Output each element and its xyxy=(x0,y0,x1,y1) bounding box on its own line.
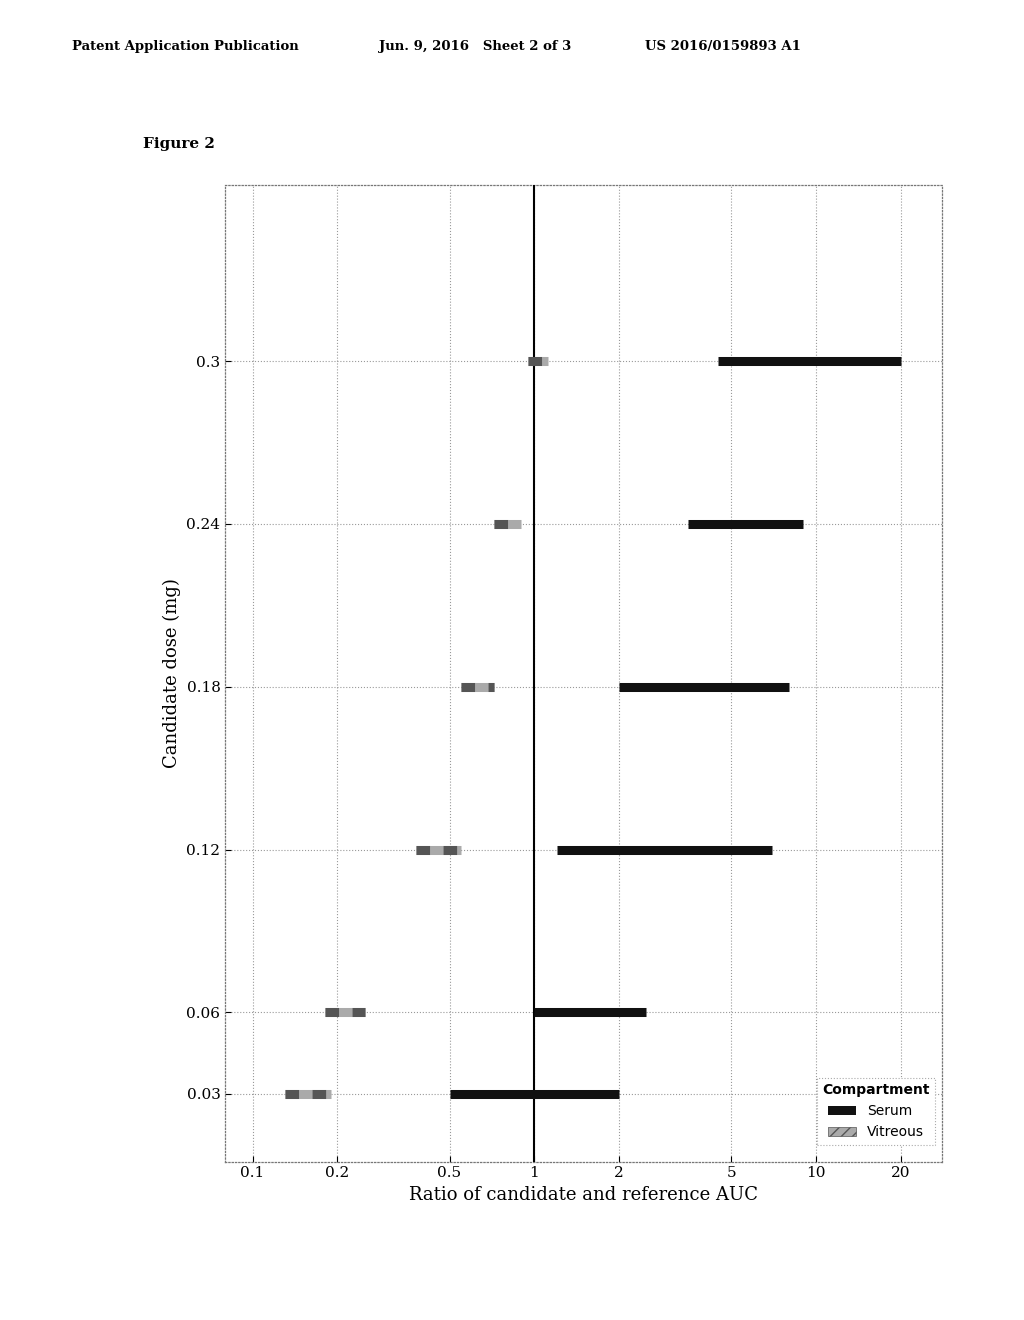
Text: Figure 2: Figure 2 xyxy=(143,137,215,150)
Legend: Serum, Vitreous: Serum, Vitreous xyxy=(816,1078,935,1144)
X-axis label: Ratio of candidate and reference AUC: Ratio of candidate and reference AUC xyxy=(410,1185,758,1204)
Text: Patent Application Publication: Patent Application Publication xyxy=(72,40,298,53)
Y-axis label: Candidate dose (mg): Candidate dose (mg) xyxy=(163,578,181,768)
Text: Jun. 9, 2016   Sheet 2 of 3: Jun. 9, 2016 Sheet 2 of 3 xyxy=(379,40,571,53)
Text: US 2016/0159893 A1: US 2016/0159893 A1 xyxy=(645,40,801,53)
